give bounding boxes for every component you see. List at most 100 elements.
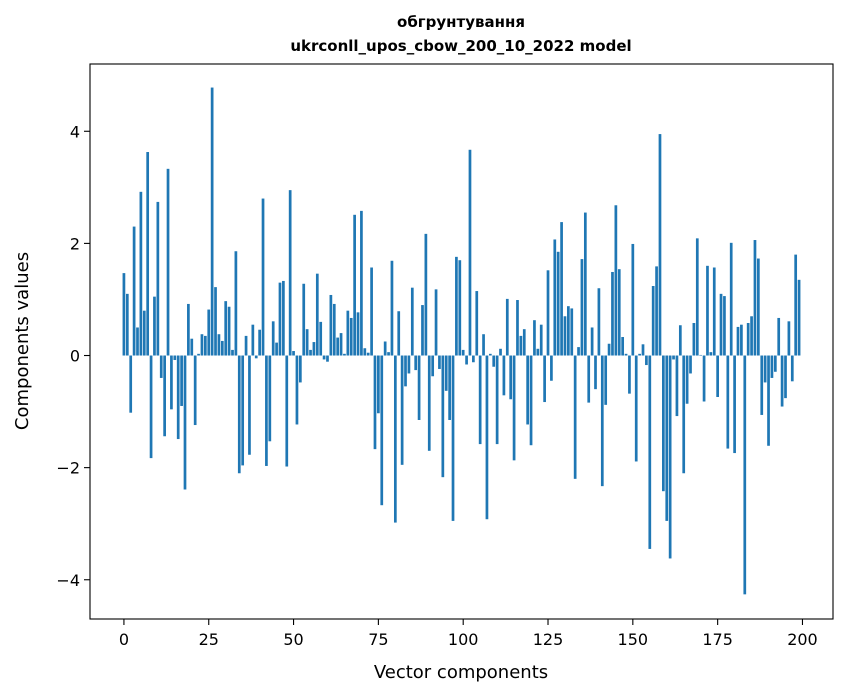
bar-172 [706,265,709,356]
bar-74 [373,355,377,450]
bar-33 [234,251,238,356]
bar-57 [315,273,319,356]
bar-104 [475,291,479,356]
bar-195 [784,355,787,399]
bar-155 [648,355,652,549]
bar-95 [444,355,448,391]
bar-124 [543,355,546,403]
x-axis-label: Vector components [374,662,548,683]
bar-140 [597,288,601,356]
bar-164 [678,325,682,356]
bar-106 [482,334,485,356]
bar-162 [672,355,675,360]
bar-193 [777,317,781,356]
bar-77 [383,341,387,356]
bars-group [122,87,801,595]
x-tick-label: 150 [618,630,649,649]
bar-144 [611,271,614,356]
bar-190 [767,355,770,446]
bar-175 [716,355,719,397]
bar-38 [251,324,255,356]
bar-37 [248,355,251,455]
y-tick-label: −4 [56,571,80,590]
bar-43 [268,355,272,442]
bar-185 [750,316,753,356]
bar-3 [132,226,136,356]
bar-159 [662,355,665,492]
bar-82 [400,355,404,465]
bar-138 [590,327,594,356]
bar-71 [363,348,367,356]
bar-160 [665,355,669,521]
bar-112 [502,355,506,396]
bar-194 [780,355,784,407]
bar-20 [190,338,194,356]
bar-119 [526,355,530,425]
bar-50 [292,351,295,356]
bar-69 [356,312,360,356]
plot-frame [89,63,834,620]
bar-178 [726,355,730,449]
bar-113 [505,298,509,356]
bar-11 [159,355,163,378]
bar-28 [217,334,221,356]
bar-154 [645,355,648,366]
bar-67 [349,317,353,356]
bar-32 [231,349,234,356]
bar-126 [550,355,553,381]
x-tick-label: 50 [283,630,303,649]
bar-173 [709,352,713,356]
bar-93 [438,355,441,369]
bar-147 [621,337,625,356]
bar-141 [600,355,604,487]
bar-53 [302,283,306,356]
bar-4 [136,327,139,356]
bar-21 [193,355,197,426]
bar-8 [149,355,153,459]
chart-title-line-1: обгрунтування [397,13,525,31]
bar-158 [658,134,662,356]
x-tick-label: 100 [448,630,479,649]
bar-96 [448,355,451,420]
bar-117 [519,335,523,356]
bar-129 [560,222,563,356]
bar-168 [692,323,696,356]
bar-136 [583,212,587,356]
bar-78 [387,352,390,356]
bar-88 [421,305,424,356]
bar-5 [139,191,143,356]
bar-103 [472,355,475,363]
bar-179 [729,242,733,356]
bar-29 [220,340,224,356]
bar-105 [478,355,482,445]
x-tick-label: 75 [368,630,388,649]
bar-156 [651,286,655,356]
bar-132 [570,308,574,356]
bar-66 [346,310,350,356]
bar-137 [587,355,591,403]
bar-125 [546,270,550,356]
bar-59 [322,355,326,360]
bar-102 [468,149,472,356]
bar-139 [594,355,597,390]
bar-127 [553,239,557,356]
x-tick-label: 175 [702,630,733,649]
bar-128 [556,251,560,356]
bar-75 [377,355,380,414]
bar-152 [638,353,641,356]
bar-79 [390,260,394,356]
bar-191 [770,355,774,378]
bar-111 [499,348,502,356]
bar-7 [146,152,150,356]
bar-151 [634,355,638,462]
bar-51 [295,355,299,425]
bar-123 [539,324,543,356]
bar-150 [631,243,635,356]
bar-92 [434,289,438,356]
bar-25 [207,309,211,356]
bar-62 [332,303,336,356]
bar-35 [241,355,245,466]
bar-55 [309,349,312,356]
bar-110 [495,355,499,445]
